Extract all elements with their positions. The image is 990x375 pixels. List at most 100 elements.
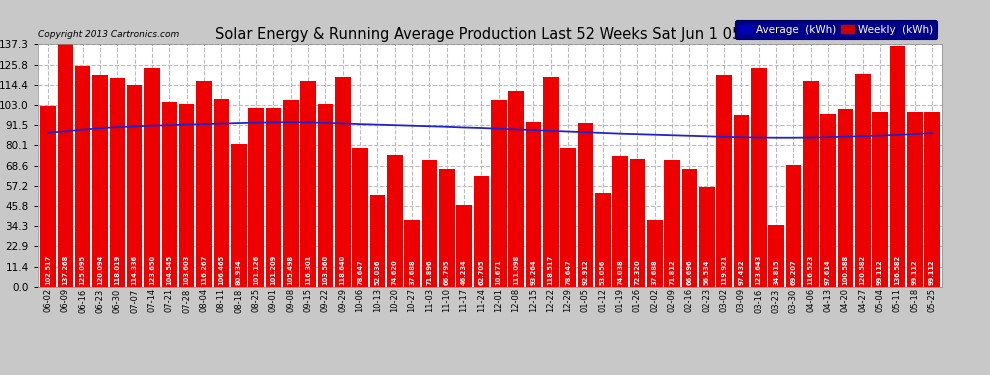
- Text: 74.038: 74.038: [617, 260, 623, 285]
- Text: 123.650: 123.650: [149, 255, 155, 285]
- Bar: [456, 205, 472, 287]
- Bar: [145, 68, 159, 287]
- Bar: [508, 90, 524, 287]
- Text: 69.207: 69.207: [790, 260, 796, 285]
- Text: 118.019: 118.019: [115, 255, 121, 285]
- Text: 111.098: 111.098: [513, 255, 519, 285]
- Text: 66.696: 66.696: [686, 260, 692, 285]
- Text: 106.465: 106.465: [219, 255, 225, 285]
- Text: 99.112: 99.112: [929, 260, 936, 285]
- Text: 71.812: 71.812: [669, 260, 675, 285]
- Text: 137.268: 137.268: [62, 255, 68, 285]
- Bar: [699, 187, 715, 287]
- Bar: [75, 66, 90, 287]
- Bar: [404, 220, 420, 287]
- Bar: [300, 81, 316, 287]
- Bar: [803, 81, 819, 287]
- Text: 123.643: 123.643: [755, 255, 761, 285]
- Bar: [630, 159, 645, 287]
- Text: 116.523: 116.523: [808, 255, 814, 285]
- Text: 120.094: 120.094: [97, 255, 103, 285]
- Text: 136.582: 136.582: [894, 255, 901, 285]
- Bar: [491, 100, 507, 287]
- Bar: [231, 144, 247, 287]
- Bar: [768, 225, 784, 287]
- Bar: [161, 102, 177, 287]
- Text: 37.688: 37.688: [409, 260, 415, 285]
- Bar: [92, 75, 108, 287]
- Text: 118.640: 118.640: [340, 255, 346, 285]
- Bar: [786, 165, 801, 287]
- Text: 114.336: 114.336: [132, 255, 138, 285]
- Text: 93.264: 93.264: [531, 260, 537, 285]
- Bar: [543, 78, 558, 287]
- Bar: [179, 104, 194, 287]
- Bar: [127, 85, 143, 287]
- Text: 37.688: 37.688: [651, 260, 657, 285]
- Text: 103.603: 103.603: [184, 255, 190, 285]
- Text: 101.126: 101.126: [253, 255, 259, 285]
- Text: 62.705: 62.705: [478, 260, 484, 285]
- Text: 105.498: 105.498: [288, 255, 294, 285]
- Text: 100.588: 100.588: [842, 255, 848, 285]
- Text: 116.301: 116.301: [305, 255, 311, 285]
- Text: 74.620: 74.620: [392, 260, 398, 285]
- Text: 80.934: 80.934: [236, 260, 242, 285]
- Bar: [907, 112, 923, 287]
- Bar: [890, 45, 905, 287]
- Bar: [681, 169, 697, 287]
- Text: 118.517: 118.517: [547, 255, 553, 285]
- Bar: [265, 108, 281, 287]
- Text: 120.582: 120.582: [859, 255, 865, 285]
- Text: 99.112: 99.112: [877, 260, 883, 285]
- Bar: [838, 109, 853, 287]
- Bar: [577, 123, 593, 287]
- Text: 10.671: 10.671: [496, 260, 502, 285]
- Bar: [318, 104, 334, 287]
- Bar: [716, 75, 732, 287]
- Bar: [821, 114, 836, 287]
- Legend: Average  (kWh), Weekly  (kWh): Average (kWh), Weekly (kWh): [735, 20, 938, 39]
- Text: 52.036: 52.036: [374, 260, 380, 285]
- Text: 101.209: 101.209: [270, 255, 276, 285]
- Bar: [283, 100, 299, 287]
- Bar: [110, 78, 125, 287]
- Text: 66.795: 66.795: [444, 260, 449, 285]
- Text: 78.647: 78.647: [565, 260, 571, 285]
- Text: 125.095: 125.095: [79, 255, 86, 285]
- Text: 92.912: 92.912: [582, 260, 588, 285]
- Bar: [595, 193, 611, 287]
- Text: 56.534: 56.534: [704, 260, 710, 285]
- Bar: [422, 160, 438, 287]
- Bar: [41, 106, 55, 287]
- Bar: [473, 176, 489, 287]
- Bar: [352, 148, 368, 287]
- Bar: [734, 115, 749, 287]
- Text: 99.112: 99.112: [912, 260, 918, 285]
- Text: 34.815: 34.815: [773, 260, 779, 285]
- Text: 71.896: 71.896: [427, 260, 433, 285]
- Bar: [369, 195, 385, 287]
- Text: Copyright 2013 Cartronics.com: Copyright 2013 Cartronics.com: [38, 30, 179, 39]
- Bar: [526, 122, 542, 287]
- Bar: [751, 68, 766, 287]
- Bar: [439, 169, 454, 287]
- Text: 104.545: 104.545: [166, 255, 172, 285]
- Text: 97.432: 97.432: [739, 260, 744, 285]
- Bar: [335, 77, 350, 287]
- Text: 78.647: 78.647: [357, 260, 363, 285]
- Bar: [214, 99, 229, 287]
- Bar: [646, 220, 662, 287]
- Bar: [387, 155, 403, 287]
- Bar: [925, 112, 940, 287]
- Text: 72.320: 72.320: [635, 260, 641, 285]
- Text: 116.267: 116.267: [201, 255, 207, 285]
- Bar: [855, 74, 870, 287]
- Text: 53.056: 53.056: [600, 260, 606, 285]
- Bar: [664, 160, 680, 287]
- Bar: [57, 44, 73, 287]
- Bar: [196, 81, 212, 287]
- Text: 102.517: 102.517: [45, 255, 51, 285]
- Text: 46.234: 46.234: [461, 260, 467, 285]
- Bar: [248, 108, 263, 287]
